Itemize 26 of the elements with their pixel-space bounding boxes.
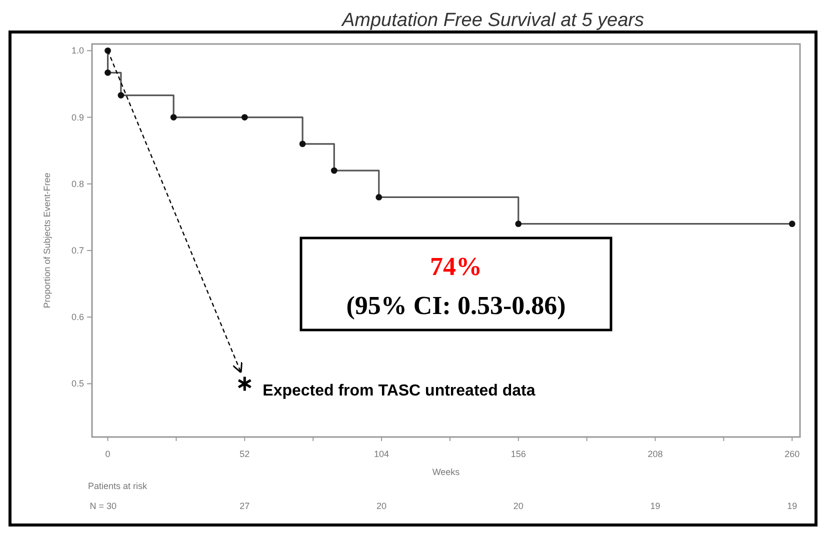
x-tick-label: 260 (784, 449, 800, 459)
text: 20 (513, 501, 524, 511)
text: 19 (650, 501, 660, 511)
y-tick-label: 1.0 (71, 46, 84, 56)
chart-title: Amputation Free Survival at 5 years (340, 10, 645, 31)
annotation: (95% CI: 0.53-0.86) (346, 291, 566, 320)
y-tick-label: 0.7 (71, 245, 84, 256)
annotation: 74% (430, 252, 482, 281)
y-axis-title: Proportion of Subjects Event-Free (42, 172, 52, 308)
x-tick-label: 0 (105, 449, 110, 459)
text: 27 (240, 501, 250, 511)
text: N = 30 (90, 501, 117, 511)
x-axis-title: Weeks (432, 467, 460, 477)
x-tick-label: 52 (240, 449, 250, 459)
annotation: Expected from TASC untreated data (262, 382, 536, 400)
x-tick-label: 104 (374, 449, 390, 459)
y-tick-label: 0.8 (71, 178, 84, 189)
text: Patients at risk (88, 481, 148, 491)
text: 19 (787, 501, 798, 511)
x-tick-label: 156 (510, 449, 526, 459)
y-tick-label: 0.9 (71, 112, 84, 122)
x-tick-label: 208 (648, 449, 663, 459)
point (237, 375, 252, 392)
y-tick-label: 0.6 (71, 312, 84, 322)
text: 20 (376, 501, 387, 511)
y-tick-label: 0.5 (71, 378, 84, 389)
